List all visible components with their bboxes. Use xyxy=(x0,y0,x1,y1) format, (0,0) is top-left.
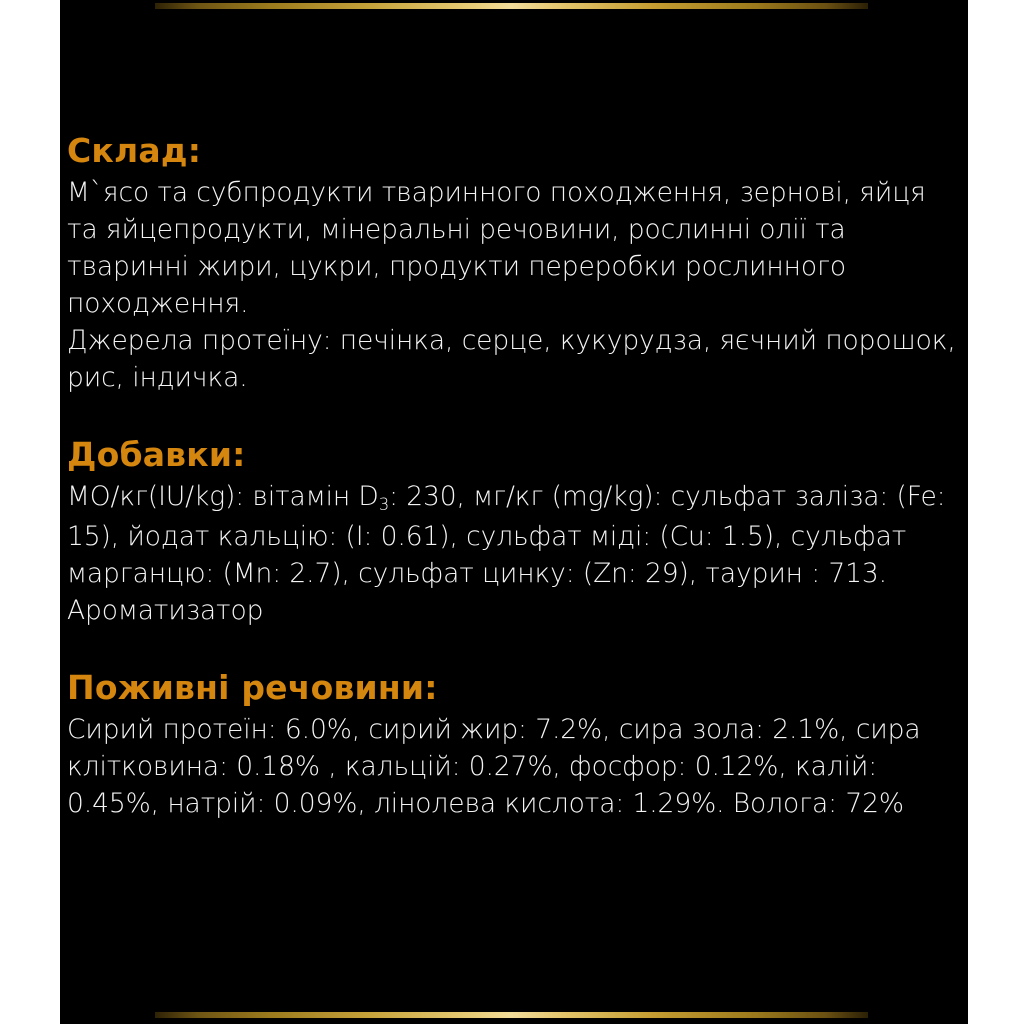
nutrition-body: Сирий протеїн: 6.0%, сирий жир: 7.2%, си… xyxy=(67,714,921,819)
additives-body: МО/кг(IU/kg): вітамін D3: 230, мг/кг (mg… xyxy=(67,478,957,629)
vitamin-d3-subscript: 3 xyxy=(378,494,390,514)
additives-section: Добавки: МО/кг(IU/kg): вітамін D3: 230, … xyxy=(67,432,957,629)
composition-section: Склад: М`ясо та субпродукти тваринного п… xyxy=(67,128,957,396)
label-content: Склад: М`ясо та субпродукти тваринного п… xyxy=(67,128,957,828)
composition-heading: Склад: xyxy=(67,131,202,170)
nutrition-section: Поживні речовини: Сирий протеїн: 6.0%, с… xyxy=(67,665,957,822)
additives-body-part1: МО/кг(IU/kg): вітамін D xyxy=(67,481,379,512)
additives-heading: Добавки: xyxy=(67,435,246,474)
nutrition-heading: Поживні речовини: xyxy=(67,668,438,707)
gold-divider-bottom-icon xyxy=(155,1012,868,1018)
additives-body-part2: : 230, мг/кг (mg/kg): сульфат заліза: (F… xyxy=(67,481,946,626)
composition-body: М`ясо та субпродукти тваринного походжен… xyxy=(67,177,926,319)
pet-food-label-panel: Склад: М`ясо та субпродукти тваринного п… xyxy=(60,0,968,1024)
gold-divider-top-icon xyxy=(155,3,868,9)
composition-protein-sources: Джерела протеїну: печінка, серце, кукуру… xyxy=(67,325,956,393)
